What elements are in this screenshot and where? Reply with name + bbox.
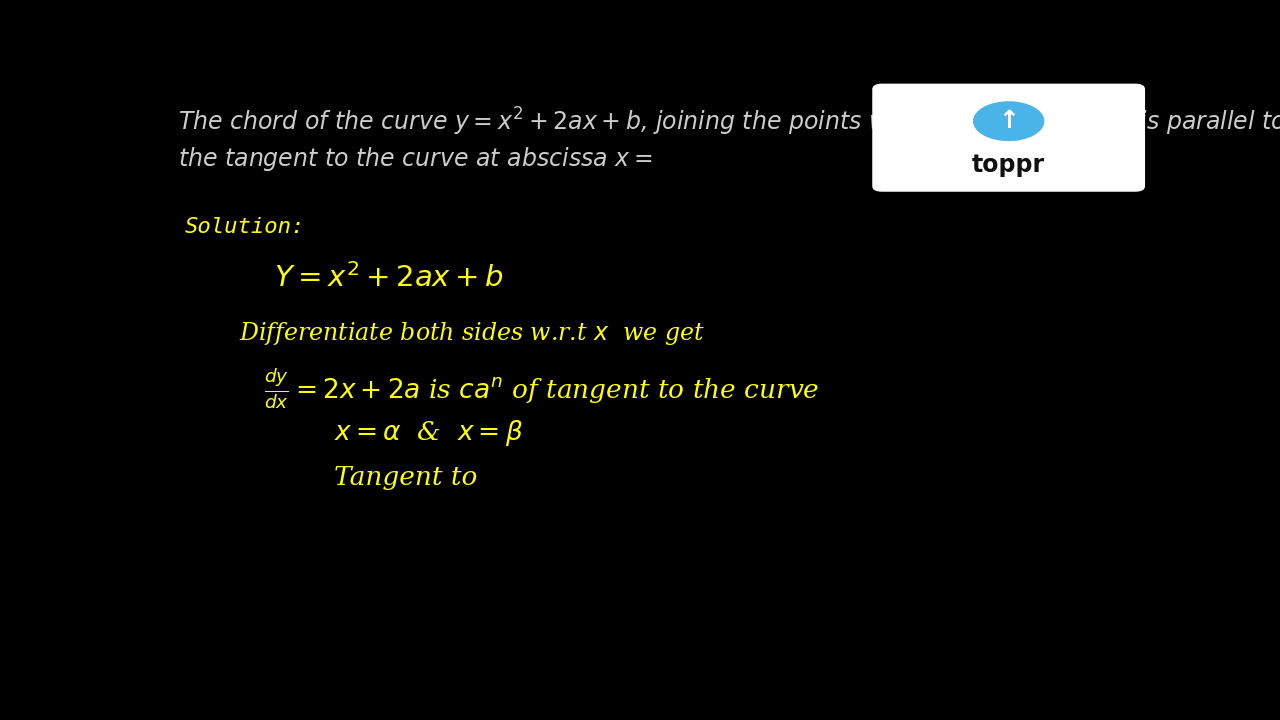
Text: The chord of the curve $y = x^2 + 2ax + b$, joining the points where $x = \alpha: The chord of the curve $y = x^2 + 2ax + … (178, 106, 1280, 138)
Text: toppr: toppr (972, 153, 1046, 177)
Text: $\frac{dy}{dx} = 2x+2a$ is $ca^n$ of tangent to the curve: $\frac{dy}{dx} = 2x+2a$ is $ca^n$ of tan… (264, 366, 819, 411)
Text: $x=\alpha$  &  $x=\beta$: $x=\alpha$ & $x=\beta$ (334, 418, 522, 448)
Text: $Y = x^2+2ax+b$: $Y = x^2+2ax+b$ (274, 263, 504, 292)
Circle shape (973, 102, 1044, 141)
Text: Solution:: Solution: (184, 217, 305, 237)
Text: Differentiate both sides w.r.t $x$  we get: Differentiate both sides w.r.t $x$ we ge… (239, 320, 705, 346)
FancyBboxPatch shape (872, 84, 1146, 192)
Text: Tangent to: Tangent to (334, 464, 477, 490)
Text: the tangent to the curve at abscissa $x =$: the tangent to the curve at abscissa $x … (178, 145, 653, 173)
Text: ↑: ↑ (998, 109, 1019, 133)
